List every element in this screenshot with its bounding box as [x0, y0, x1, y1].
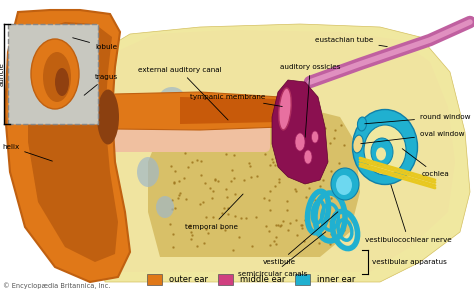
Text: cochlea: cochlea — [402, 149, 450, 177]
Polygon shape — [28, 22, 118, 262]
Ellipse shape — [371, 138, 393, 166]
Ellipse shape — [279, 88, 291, 130]
Text: lobule: lobule — [73, 38, 117, 50]
Legend: outer ear, middle ear, inner ear: outer ear, middle ear, inner ear — [144, 270, 358, 288]
Text: vestibulocochlear nerve: vestibulocochlear nerve — [365, 185, 452, 243]
Text: semicircular canals: semicircular canals — [238, 232, 326, 277]
Ellipse shape — [357, 117, 366, 131]
Polygon shape — [5, 10, 130, 282]
Ellipse shape — [97, 90, 119, 145]
Ellipse shape — [331, 168, 359, 200]
Ellipse shape — [31, 39, 79, 109]
Ellipse shape — [156, 196, 174, 218]
Text: auricle: auricle — [0, 62, 5, 86]
Ellipse shape — [159, 87, 184, 107]
Ellipse shape — [43, 52, 71, 102]
Text: helix: helix — [2, 144, 52, 161]
Polygon shape — [90, 24, 470, 282]
Ellipse shape — [364, 125, 406, 175]
Ellipse shape — [353, 110, 418, 185]
Text: vestibular apparatus: vestibular apparatus — [372, 259, 447, 265]
Text: eustachian tube: eustachian tube — [315, 37, 387, 47]
Polygon shape — [100, 92, 290, 130]
Text: tympanic membrane: tympanic membrane — [190, 94, 282, 107]
Ellipse shape — [311, 131, 319, 143]
Polygon shape — [180, 97, 290, 124]
Text: vestibule: vestibule — [263, 212, 338, 265]
Text: auditory ossicles: auditory ossicles — [280, 64, 340, 137]
Ellipse shape — [304, 150, 312, 164]
Ellipse shape — [353, 135, 363, 153]
Ellipse shape — [376, 147, 386, 161]
Polygon shape — [108, 30, 455, 272]
Ellipse shape — [137, 157, 159, 187]
FancyBboxPatch shape — [8, 24, 98, 124]
Text: temporal bone: temporal bone — [185, 194, 243, 230]
Ellipse shape — [295, 133, 305, 151]
Polygon shape — [272, 80, 328, 184]
Polygon shape — [148, 107, 360, 257]
FancyBboxPatch shape — [90, 112, 270, 152]
Text: tragus: tragus — [84, 74, 118, 95]
Text: external auditory canal: external auditory canal — [138, 67, 228, 120]
Ellipse shape — [55, 68, 69, 96]
Ellipse shape — [336, 175, 352, 195]
Text: round window: round window — [365, 114, 471, 124]
Text: © Encyclopædia Britannica, Inc.: © Encyclopædia Britannica, Inc. — [3, 282, 110, 289]
Text: oval window: oval window — [361, 131, 465, 144]
